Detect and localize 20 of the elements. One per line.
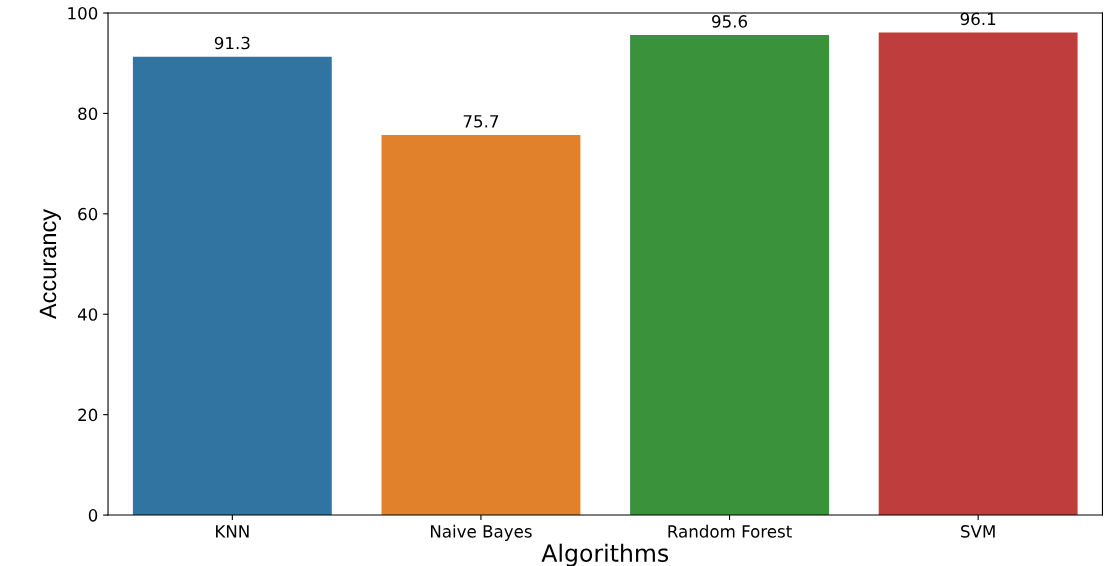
x-tick-label: SVM bbox=[961, 525, 995, 538]
data-label: 96.1 bbox=[960, 12, 996, 26]
y-tick-label: 80 bbox=[78, 107, 98, 120]
data-label: 91.3 bbox=[214, 36, 250, 50]
data-label: 95.6 bbox=[712, 15, 748, 28]
y-tick-label: 0 bbox=[88, 509, 98, 522]
bar bbox=[878, 32, 1078, 516]
y-tick-label: 100 bbox=[68, 6, 98, 20]
x-tick-label: KNN bbox=[216, 525, 249, 538]
bar bbox=[132, 56, 332, 516]
y-tick-label: 60 bbox=[78, 207, 98, 221]
bar bbox=[381, 135, 581, 516]
y-tick-label: 20 bbox=[78, 408, 98, 422]
x-tick-label: Naive Bayes bbox=[430, 524, 532, 541]
x-axis-title: Algorithms bbox=[541, 543, 669, 566]
y-axis-title: Accurancy bbox=[39, 208, 61, 320]
bar bbox=[630, 35, 829, 516]
data-label: 75.7 bbox=[463, 115, 499, 128]
x-tick-label: Random Forest bbox=[668, 524, 792, 538]
y-tick-label: 40 bbox=[77, 308, 98, 321]
